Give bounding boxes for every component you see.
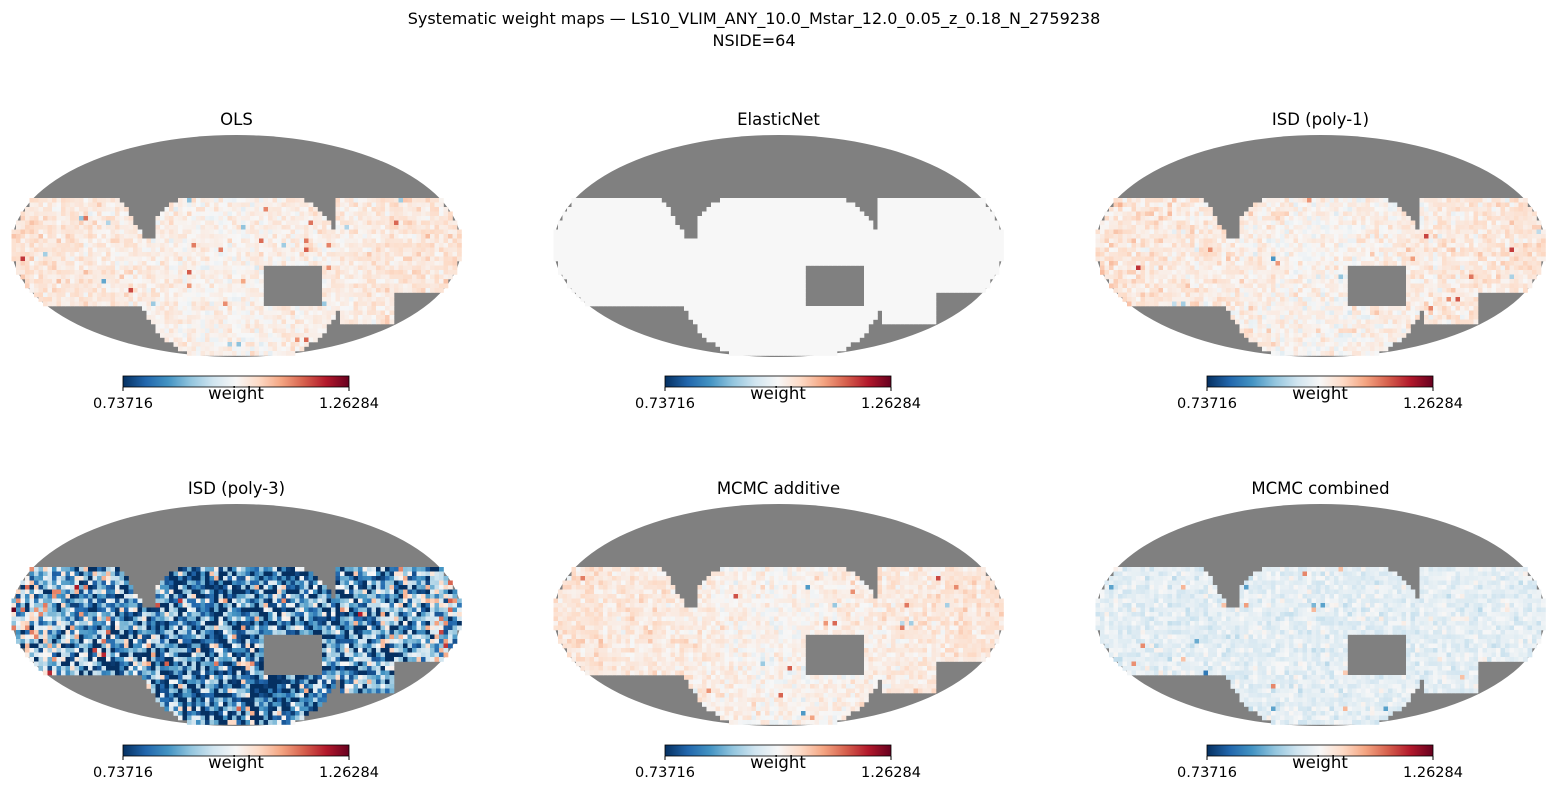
colorbar-max-label: 1.26284	[319, 765, 379, 781]
colorbar-min-label: 0.73716	[635, 396, 695, 412]
map-panel-2: ElasticNet 0.73716 1.26284 weight	[553, 110, 1004, 412]
colorbar-max-label: 1.26284	[1403, 765, 1463, 781]
map-title: MCMC additive	[717, 479, 840, 498]
colorbar	[1206, 375, 1434, 388]
colorbar-label: weight	[1292, 384, 1348, 403]
colorbar-min-label: 0.73716	[93, 396, 153, 412]
colorbar	[122, 375, 350, 388]
weight-pixels	[11, 198, 462, 356]
map-title: ISD (poly-1)	[1272, 110, 1369, 129]
colorbar-max-label: 1.26284	[861, 765, 921, 781]
colorbar-label: weight	[750, 384, 806, 403]
map-title: OLS	[220, 110, 253, 129]
map-panel-6: MCMC combined 0.73716 1.26284 weight	[1095, 479, 1546, 781]
map-title: ElasticNet	[737, 110, 820, 129]
colorbar-label: weight	[208, 753, 264, 772]
colorbar-label: weight	[750, 753, 806, 772]
map-panel-4: ISD (poly-3) 0.73716 1.26284 weight	[11, 479, 462, 781]
colorbar	[664, 375, 892, 388]
colorbar-max-label: 1.26284	[861, 396, 921, 412]
figure-title-line1: Systematic weight maps — LS10_VLIM_ANY_1…	[407, 9, 1101, 28]
map-panel-5: MCMC additive 0.73716 1.26284 weight	[553, 479, 1004, 781]
weight-pixels	[11, 567, 462, 725]
map-panel-1: OLS 0.73716 1.26284 weight	[11, 110, 462, 412]
colorbar-max-label: 1.26284	[319, 396, 379, 412]
weight-pixels	[1095, 567, 1546, 725]
map-panel-3: ISD (poly-1) 0.73716 1.26284 weight	[1095, 110, 1546, 412]
weight-pixels	[553, 567, 1004, 725]
colorbar	[664, 744, 892, 757]
weight-pixels	[1095, 198, 1546, 356]
colorbar-min-label: 0.73716	[1177, 765, 1237, 781]
colorbar-min-label: 0.73716	[93, 765, 153, 781]
colorbar-min-label: 0.73716	[1177, 396, 1237, 412]
colorbar-min-label: 0.73716	[635, 765, 695, 781]
colorbar	[1206, 744, 1434, 757]
colorbar-label: weight	[1292, 753, 1348, 772]
weight-pixels	[553, 198, 1004, 356]
colorbar	[122, 744, 350, 757]
map-title: MCMC combined	[1251, 479, 1389, 498]
colorbar-max-label: 1.26284	[1403, 396, 1463, 412]
map-title: ISD (poly-3)	[188, 479, 285, 498]
colorbar-label: weight	[208, 384, 264, 403]
figure-title-line2: NSIDE=64	[712, 31, 796, 50]
